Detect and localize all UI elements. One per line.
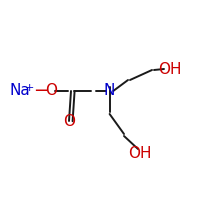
Text: Na: Na [10,83,30,98]
Text: O: O [45,83,57,98]
Text: O: O [63,114,75,129]
Text: OH: OH [158,62,182,76]
Text: N: N [104,83,115,98]
Text: −: − [33,82,49,100]
Text: OH: OH [128,146,152,162]
Text: +: + [24,83,34,93]
